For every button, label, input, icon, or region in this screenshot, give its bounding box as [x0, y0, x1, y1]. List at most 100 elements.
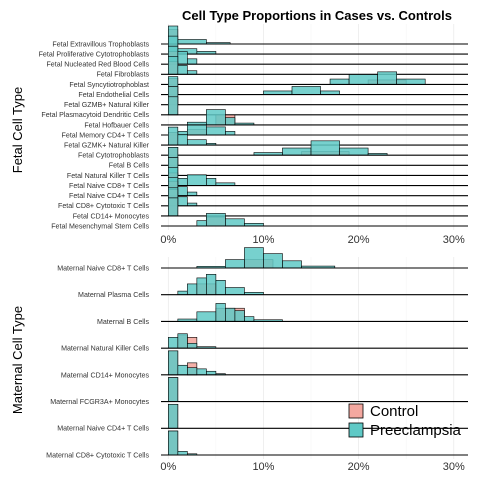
preeclampsia-bar [348, 74, 378, 85]
ridge-4 [161, 350, 468, 376]
preeclampsia-bar [215, 303, 226, 322]
ridge-2 [161, 45, 468, 65]
category-label: Fetal Memory CD4+ T Cells [62, 131, 150, 139]
category-label: Fetal CD14+ Monocytes [73, 212, 150, 220]
ridge-9 [161, 124, 468, 136]
category-label: Maternal Natural Killer Cells [61, 345, 149, 353]
panel-0: Fetal Extravillous Trophoblasts Fetal Pro… [10, 24, 468, 246]
preeclampsia-bar [206, 178, 217, 186]
category-label: Fetal Cytotrophoblasts [78, 152, 149, 160]
preeclampsia-bar [225, 259, 245, 269]
ridge-18 [161, 213, 468, 227]
category-label: Fetal Proliferative Cytotrophoblasts [39, 51, 150, 59]
preeclampsia-bar [187, 139, 207, 146]
category-label: Fetal Fibroblasts [97, 71, 150, 79]
category-label: Fetal Mesenchymal Stem Cells [51, 222, 149, 230]
preeclampsia-bar [291, 86, 321, 95]
preeclampsia-bar [177, 333, 188, 349]
preeclampsia-bar [282, 260, 302, 269]
preeclampsia-bar [206, 213, 226, 227]
preeclampsia-bar [177, 65, 188, 75]
ridge-5 [161, 377, 468, 403]
ridge-12 [161, 147, 468, 166]
category-label: Fetal GZMB+ Natural Killer [64, 101, 150, 109]
ridge-16 [161, 187, 468, 207]
category-label: Fetal Nucleated Red Blood Cells [46, 61, 149, 69]
ridge-1 [161, 35, 468, 55]
preeclampsia-bar [215, 280, 226, 296]
preeclampsia-bar [177, 39, 207, 45]
preeclampsia-bar [177, 364, 188, 376]
legend: Control Preeclampsia [348, 403, 462, 439]
x-tick-label: 20% [348, 461, 370, 473]
preeclampsia-bar [396, 78, 426, 85]
category-label: Fetal Extravillous Trophoblasts [52, 40, 149, 48]
category-label: Fetal Plasmacytoid Dendritic Cells [41, 111, 149, 119]
ridge-14 [161, 167, 468, 187]
ridge-3 [161, 333, 468, 349]
category-label: Fetal Syncytiotrophoblast [69, 81, 149, 89]
x-tick-label: 0% [160, 234, 176, 246]
x-tick-label: 10% [252, 234, 274, 246]
preeclampsia-bar [177, 134, 188, 146]
panel-1: Maternal Naive CD8+ T Cells Maternal Plas… [10, 247, 468, 473]
preeclampsia-bar [168, 197, 179, 217]
preeclampsia-bar [244, 247, 264, 269]
preeclampsia-bar [168, 377, 179, 402]
ridge-8 [161, 109, 468, 126]
preeclampsia-bar [225, 287, 245, 296]
preeclampsia-bar [168, 56, 179, 75]
category-label: Fetal Endothelial Cells [78, 91, 149, 99]
preeclampsia-bar [196, 277, 207, 296]
preeclampsia-bar [329, 78, 350, 85]
preeclampsia-bar [187, 367, 198, 376]
category-label: Fetal Hofbauer Cells [84, 121, 149, 129]
preeclampsia-bar [206, 274, 217, 296]
preeclampsia-bar [263, 253, 283, 269]
category-label: Maternal FCGR3A+ Monocytes [50, 398, 149, 406]
preeclampsia-bar [168, 350, 179, 376]
ridge-11 [161, 140, 468, 156]
preeclampsia-bar [168, 430, 179, 456]
preeclampsia-bar [168, 337, 179, 349]
ridge-3 [161, 56, 468, 75]
preeclampsia-bar [282, 147, 312, 156]
category-label: Fetal Natural Killer T Cells [67, 172, 150, 180]
preeclampsia-bar [196, 311, 217, 322]
preeclampsia-bar [168, 126, 179, 146]
preeclampsia-bar [196, 220, 207, 227]
preeclampsia-bar [225, 218, 245, 227]
preeclampsia-bar [206, 126, 226, 136]
y-axis-title: Maternal Cell Type [10, 306, 25, 414]
ridge-6 [161, 403, 468, 429]
ridge-0 [161, 25, 468, 45]
x-tick-label: 30% [443, 461, 465, 473]
preeclampsia-bar [177, 186, 188, 196]
x-tick-label: 20% [348, 234, 370, 246]
category-label: Maternal CD14+ Monocytes [61, 371, 150, 379]
legend-label: Preeclampsia [370, 422, 462, 439]
category-label: Fetal CD8+ Cytotoxic T Cells [58, 202, 149, 210]
preeclampsia-bar [310, 140, 340, 156]
legend-label: Control [370, 403, 418, 420]
preeclampsia-bar [225, 307, 236, 322]
preeclampsia-bar [225, 117, 236, 126]
legend-swatch [348, 403, 364, 419]
preeclampsia-bar [339, 147, 369, 156]
category-label: Maternal Plasma Cells [78, 291, 149, 299]
category-label: Maternal Naive CD8+ T Cells [57, 264, 149, 272]
preeclampsia-bar [168, 96, 179, 116]
preeclampsia-bar [187, 343, 198, 349]
preeclampsia-bar [244, 316, 255, 322]
ridge-4 [161, 71, 468, 85]
x-tick-label: 0% [160, 461, 176, 473]
preeclampsia-bar [206, 109, 226, 126]
y-axis-title: Fetal Cell Type [10, 87, 25, 173]
ridge-13 [161, 157, 468, 176]
ridge-1 [161, 274, 468, 296]
preeclampsia-bar [168, 403, 179, 429]
preeclampsia-bar [177, 196, 188, 207]
chart-title: Cell Type Proportions in Cases vs. Contr… [182, 8, 452, 23]
legend-swatch [348, 422, 364, 438]
